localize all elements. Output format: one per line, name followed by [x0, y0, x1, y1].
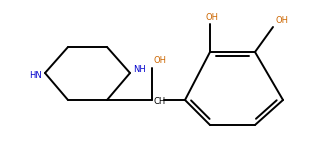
Text: CH: CH [154, 97, 166, 106]
Text: OH: OH [154, 56, 167, 65]
Text: OH: OH [205, 13, 219, 22]
Text: NH: NH [133, 65, 146, 73]
Text: HN: HN [29, 71, 42, 80]
Text: OH: OH [275, 16, 288, 25]
